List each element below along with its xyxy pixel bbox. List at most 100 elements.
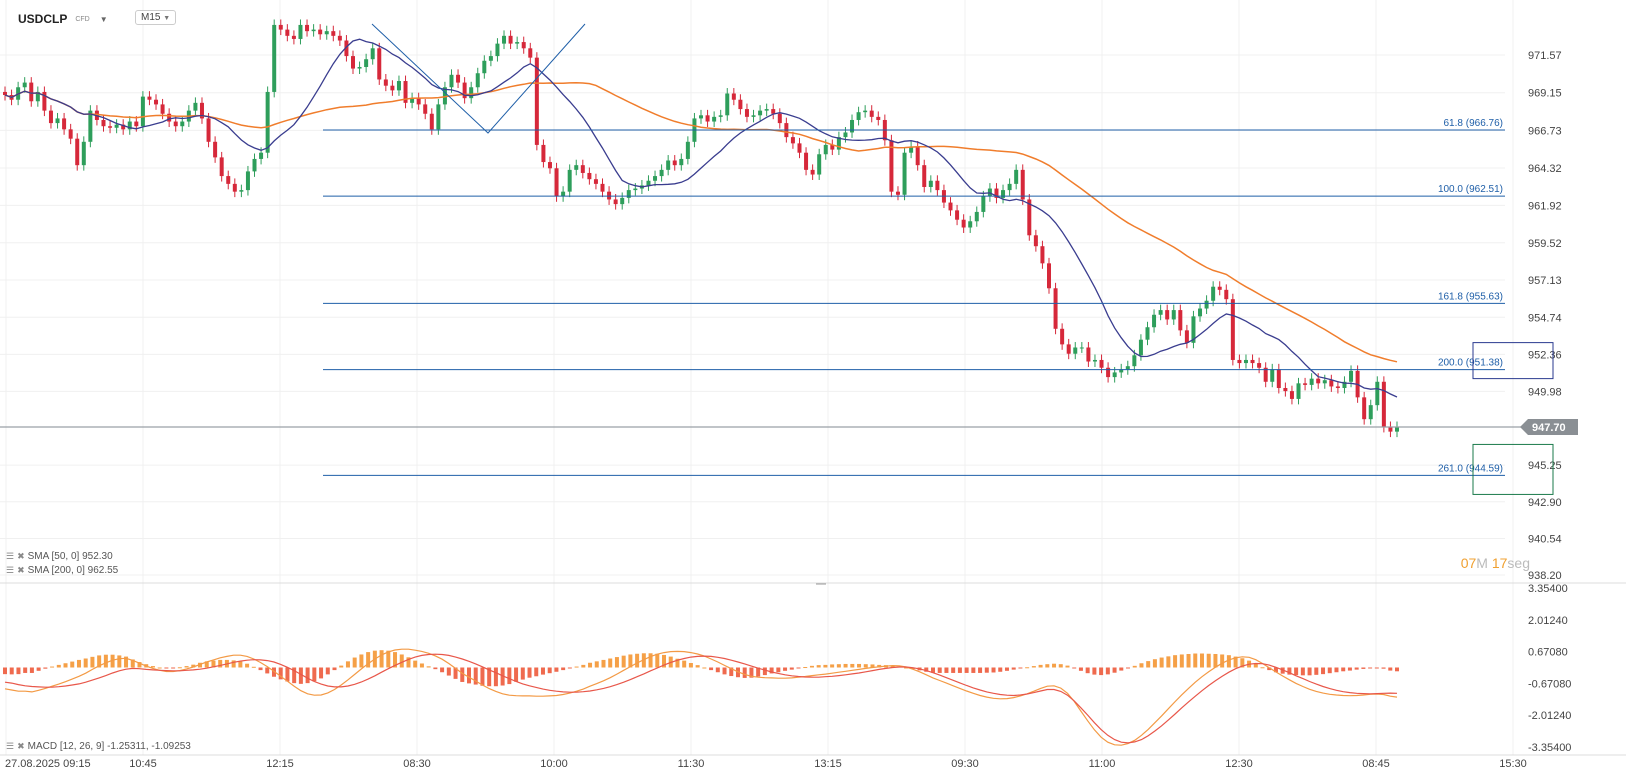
legend-sma200: ☰ ✖ SMA [200, 0] 962.55	[6, 565, 118, 576]
macd-histogram-bar	[984, 667, 989, 673]
annotation-box	[1472, 443, 1554, 495]
candle-body	[889, 140, 894, 192]
macd-histogram-bar	[675, 658, 680, 668]
close-icon[interactable]: ✖	[17, 565, 25, 575]
macd-histogram-bar	[1045, 664, 1050, 668]
close-icon[interactable]: ✖	[17, 551, 25, 561]
timer-minutes-unit: M	[1476, 555, 1488, 571]
macd-histogram-bar	[211, 660, 216, 668]
macd-tick-label: 2.01240	[1528, 615, 1568, 627]
candle-body	[442, 87, 447, 105]
candle-body	[337, 35, 342, 41]
candle-body	[1040, 246, 1045, 264]
time-axis-label: 10:45	[129, 758, 157, 770]
candle-body	[580, 165, 585, 173]
candle-body	[613, 199, 618, 205]
candle-body	[790, 137, 795, 144]
price-tick-label: 964.32	[1528, 163, 1562, 175]
candle-body	[1395, 426, 1399, 432]
macd-histogram-bar	[635, 653, 640, 668]
macd-histogram-bar	[1354, 667, 1359, 670]
candle-body	[928, 180, 933, 187]
macd-histogram-bar	[978, 667, 983, 673]
macd-histogram-bar	[480, 667, 485, 686]
macd-histogram-bar	[319, 667, 324, 679]
symbol-selector[interactable]: USDCLP CFD ▼	[18, 10, 108, 28]
settings-icon[interactable]: ☰	[6, 741, 15, 751]
macd-histogram-bar	[722, 667, 727, 675]
candle-body	[48, 110, 53, 124]
timeframe-label: M15	[141, 12, 161, 23]
candle-body	[75, 138, 80, 166]
macd-histogram-bar	[1213, 653, 1218, 668]
sma200-label: SMA [200, 0] 962.55	[27, 565, 119, 576]
macd-histogram-bar	[561, 667, 566, 671]
macd-tick-label: 0.67080	[1528, 647, 1568, 659]
macd-histogram-bar	[1193, 653, 1198, 668]
price-tick-label: 940.54	[1528, 534, 1562, 546]
macd-histogram-bar	[124, 656, 129, 668]
macd-histogram-bar	[1334, 667, 1339, 673]
time-axis-label: 27.08.2025 09:15	[5, 758, 91, 770]
macd-histogram-bar	[756, 667, 761, 677]
candle-body	[173, 121, 178, 127]
candle-body	[567, 169, 572, 192]
macd-histogram-bar	[493, 667, 498, 687]
candle-body	[1296, 383, 1301, 399]
sma50-line	[4, 38, 1398, 398]
chevron-down-icon[interactable]: ▼	[99, 14, 108, 24]
macd-histogram-bar	[1368, 667, 1373, 669]
candle-body	[305, 24, 310, 32]
macd-histogram-bar	[662, 654, 667, 668]
macd-histogram-bar	[520, 667, 525, 680]
candle-body	[1303, 383, 1308, 385]
macd-histogram-bar	[1240, 658, 1245, 668]
macd-histogram-bar	[702, 667, 707, 669]
macd-histogram-bar	[366, 652, 371, 668]
candle-body	[607, 191, 612, 200]
macd-histogram-bar	[1126, 667, 1131, 669]
candle-body	[1020, 169, 1025, 200]
candle-body	[738, 99, 743, 110]
macd-histogram-bar	[1220, 654, 1225, 668]
price-tick-label: 938.20	[1528, 570, 1562, 582]
macd-histogram-bar	[729, 667, 734, 677]
price-tick-label: 959.52	[1528, 238, 1562, 250]
candle-body	[1237, 359, 1242, 364]
timer-seconds: 17	[1491, 555, 1508, 571]
candle-body	[994, 188, 999, 198]
candle-body	[502, 35, 507, 44]
macd-histogram-bar	[715, 667, 720, 673]
candle-body	[232, 183, 237, 192]
candle-body	[22, 82, 27, 88]
macd-histogram-bar	[312, 667, 317, 682]
macd-histogram-bar	[16, 667, 21, 675]
timeframe-selector[interactable]: M15 ▼	[135, 10, 177, 25]
macd-histogram-bar	[500, 667, 505, 686]
macd-histogram-bar	[924, 667, 929, 672]
macd-histogram-bar	[345, 661, 350, 668]
candle-body	[876, 116, 881, 120]
macd-histogram-bar	[998, 667, 1003, 672]
macd-histogram-bar	[487, 667, 492, 687]
candle-body	[1178, 310, 1183, 331]
candle-body	[1198, 308, 1203, 317]
macd-histogram-bar	[50, 666, 55, 668]
macd-histogram-bar	[567, 667, 572, 669]
macd-histogram-bar	[931, 667, 935, 673]
candle-body	[679, 158, 684, 166]
candle-body	[429, 113, 434, 130]
candle-body	[620, 197, 625, 205]
macd-histogram-bar	[971, 667, 976, 673]
macd-histogram-bar	[386, 650, 391, 668]
macd-histogram-bar	[218, 659, 223, 668]
macd-histogram-bar	[1011, 667, 1016, 670]
close-icon[interactable]: ✖	[17, 741, 25, 751]
candle-body	[1184, 330, 1189, 343]
candle-body	[974, 211, 979, 222]
macd-histogram-bar	[1374, 667, 1379, 669]
settings-icon[interactable]: ☰	[6, 551, 15, 561]
settings-icon[interactable]: ☰	[6, 565, 15, 575]
